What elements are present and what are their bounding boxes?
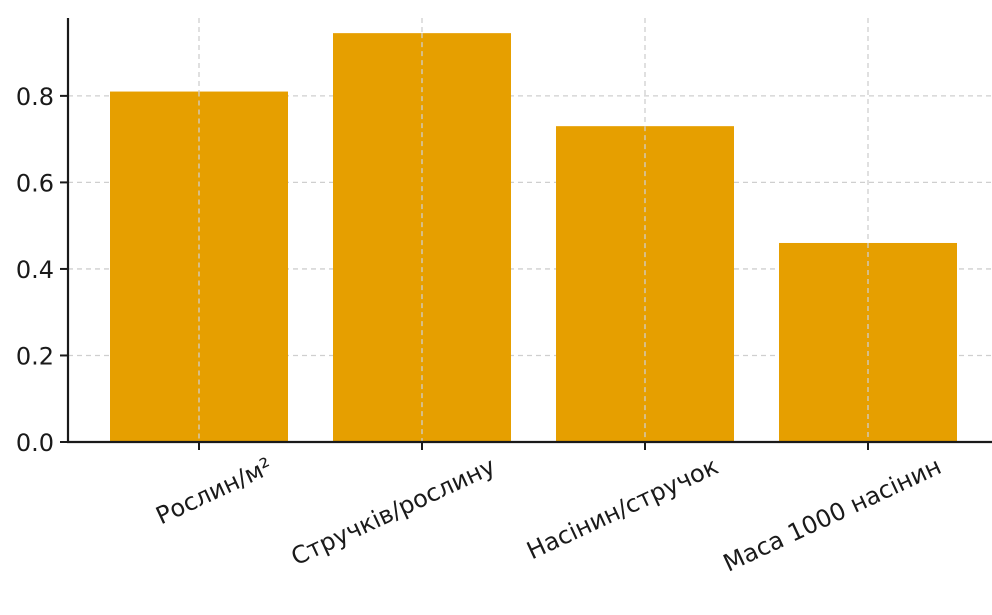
bar-layer [110, 33, 957, 443]
y-tick-label: 0.6 [16, 169, 54, 197]
bar-2 [333, 33, 511, 443]
axis-layer [60, 18, 992, 450]
y-tick-label: 0.2 [16, 342, 54, 370]
x-tick-label: Маса 1000 насінин [719, 452, 946, 577]
y-tick-label: 0.8 [16, 83, 54, 111]
x-tick-label: Стручків/рослину [287, 452, 500, 571]
y-tick-label: 0.4 [16, 256, 54, 284]
y-tick-label: 0.0 [16, 429, 54, 457]
x-tick-label: Насінин/стручок [523, 452, 723, 565]
x-tick-label: Рослин/м² [152, 452, 277, 530]
